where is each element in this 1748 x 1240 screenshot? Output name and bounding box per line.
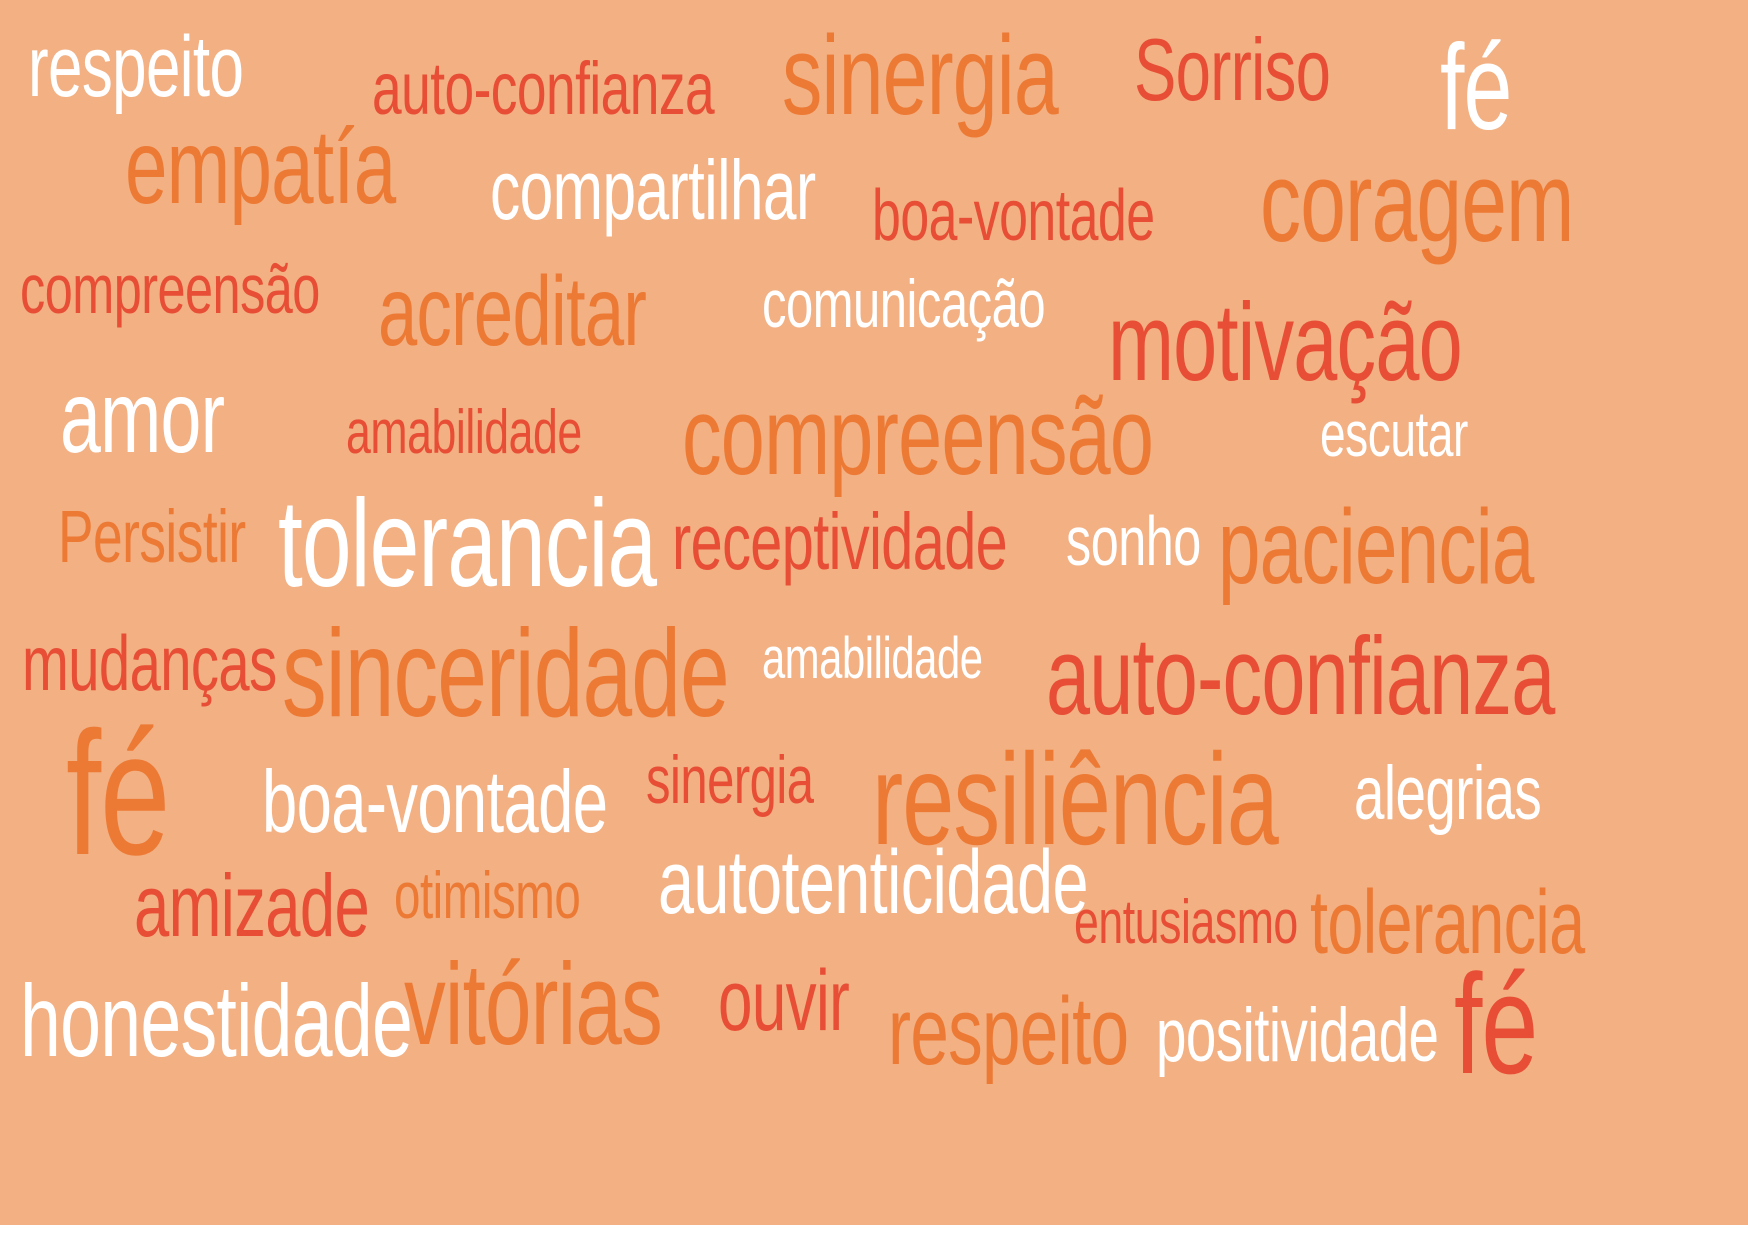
word-autotenticidade: autotenticidade — [658, 833, 1088, 933]
word-auto-confianza: auto-confianza — [372, 47, 715, 130]
word-respeito-orange: respeito — [888, 978, 1129, 1085]
word-amizade: amizade — [134, 856, 370, 955]
word-entusiasmo: entusiasmo — [1074, 888, 1298, 957]
word-persistir: Persistir — [58, 495, 246, 578]
word-paciencia: paciencia — [1218, 488, 1534, 606]
word-fe: fé — [1440, 19, 1512, 155]
word-ouvir: ouvir — [718, 953, 850, 1049]
word-sorriso: Sorriso — [1134, 20, 1331, 119]
word-boa-vontade: boa-vontade — [872, 176, 1155, 256]
word-positividade: positividade — [1156, 993, 1439, 1078]
word-motivacao: motivação — [1108, 281, 1463, 404]
word-boa-vontade-white: boa-vontade — [262, 752, 608, 851]
word-escutar: escutar — [1320, 398, 1468, 470]
word-sinergia-small: sinergia — [646, 742, 814, 818]
word-respeito: respeito — [28, 19, 244, 115]
word-acreditar: acreditar — [378, 256, 647, 366]
word-fe-red: fé — [1454, 945, 1538, 1104]
word-otimismo: otimismo — [394, 858, 581, 932]
word-sinergia: sinergia — [782, 13, 1059, 138]
word-compreensao: compreensão — [20, 250, 320, 328]
word-mudancas: mudanças — [22, 619, 277, 707]
word-comunicacao: comunicação — [762, 266, 1046, 342]
word-compartilhar: compartilhar — [490, 143, 816, 237]
word-auto-confianza-large: auto-confianza — [1046, 615, 1555, 738]
word-fe-large: fé — [66, 696, 170, 892]
word-coragem: coragem — [1260, 139, 1574, 266]
word-receptividade: receptividade — [672, 497, 1008, 586]
word-honestidade: honestidade — [20, 964, 413, 1078]
word-vitorias: vitórias — [404, 939, 663, 1069]
word-amabilidade: amabilidade — [346, 398, 582, 467]
word-amor: amor — [60, 360, 225, 474]
word-tolerancia: tolerancia — [278, 475, 657, 613]
word-amabilidade-small: amabilidade — [762, 626, 983, 691]
word-tolerancia-small: tolerancia — [1310, 873, 1585, 973]
word-compreensao-large: compreensão — [682, 375, 1154, 498]
word-empatia: empatía — [125, 108, 396, 226]
word-sonho: sonho — [1066, 502, 1201, 580]
word-sinceridade: sinceridade — [282, 605, 730, 743]
word-resiliencia: resiliência — [872, 726, 1279, 872]
word-alegrias: alegrias — [1354, 751, 1542, 836]
